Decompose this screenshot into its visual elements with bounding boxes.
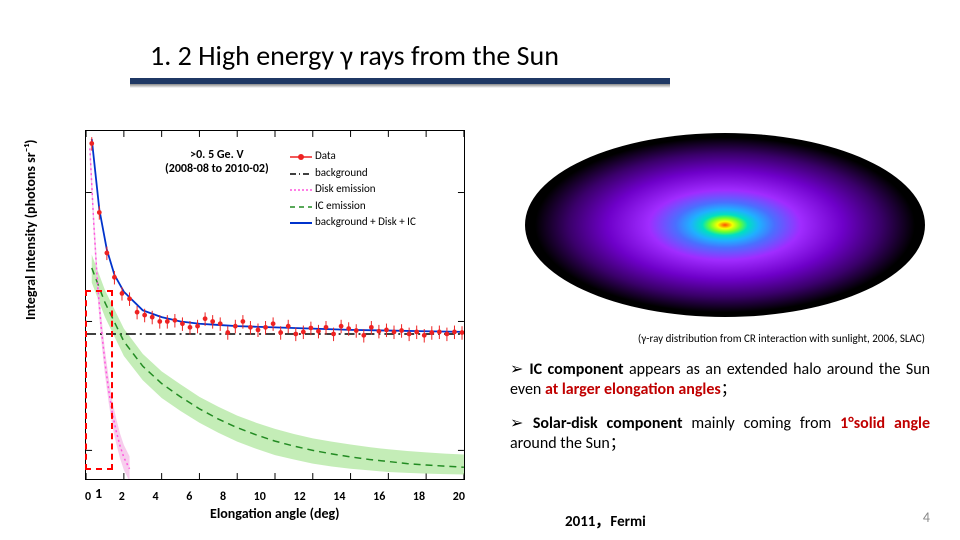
chart-panel: Integral Intensity (photons sr⁻¹) Elonga… bbox=[30, 120, 480, 520]
x-tick: 8 bbox=[220, 490, 226, 504]
x-tick: 0 bbox=[85, 490, 91, 504]
b1-post: ； bbox=[721, 380, 737, 399]
bullet-2: ➢ Solar-disk component mainly coming fro… bbox=[510, 414, 930, 454]
x-tick: 20 bbox=[453, 490, 465, 504]
title-underline bbox=[130, 78, 670, 84]
citation: 2011，Fermi bbox=[565, 510, 646, 531]
x-tick: 12 bbox=[293, 490, 305, 504]
sky-map bbox=[520, 130, 930, 320]
legend-item: background bbox=[290, 165, 416, 182]
highlight-box bbox=[85, 290, 113, 470]
x-tick: 2 bbox=[119, 490, 125, 504]
b2-mid: mainly coming from bbox=[683, 414, 841, 433]
y-axis-label: Integral Intensity (photons sr⁻¹) bbox=[22, 140, 39, 321]
x-tick: 18 bbox=[413, 490, 425, 504]
legend-item: IC emission bbox=[290, 198, 416, 215]
annot-line2: (2008-08 to 2010-02) bbox=[165, 162, 269, 176]
legend-item: Data bbox=[290, 148, 416, 165]
x-tick: 14 bbox=[333, 490, 345, 504]
x-axis-label: Elongation angle (deg) bbox=[210, 505, 340, 522]
chart-annotation: >0. 5 Ge. V (2008-08 to 2010-02) bbox=[165, 148, 269, 176]
annot-line1: >0. 5 Ge. V bbox=[190, 148, 243, 162]
bullet-1: ➢ IC component appears as an extended ha… bbox=[510, 360, 930, 400]
b2-post: around the Sun； bbox=[510, 434, 626, 453]
legend-item: Disk emission bbox=[290, 181, 416, 198]
bullet-marker-icon: ➢ bbox=[510, 414, 524, 434]
page-number: 4 bbox=[923, 509, 930, 526]
slide-title: 1. 2 High energy γ rays from the Sun bbox=[150, 38, 559, 73]
x-tick-labels: 0 2 4 6 8 10 12 14 16 18 20 bbox=[85, 490, 465, 504]
bullet-list: ➢ IC component appears as an extended ha… bbox=[510, 360, 930, 468]
b1-red: at larger elongation angles bbox=[545, 380, 721, 399]
b2-red: 1°solid angle bbox=[840, 414, 930, 433]
chart-legend: DatabackgroundDisk emissionIC emissionba… bbox=[290, 148, 416, 231]
legend-item: background + Disk + IC bbox=[290, 214, 416, 231]
b2-pre: Solar-disk component bbox=[533, 414, 683, 433]
sky-map-svg bbox=[520, 130, 930, 320]
sky-map-caption: (γ-ray distribution from CR interaction … bbox=[638, 332, 925, 345]
x-tick: 6 bbox=[186, 490, 192, 504]
x-tick: 16 bbox=[373, 490, 385, 504]
bullet-marker-icon: ➢ bbox=[510, 360, 524, 380]
b1-pre: IC component bbox=[529, 360, 623, 379]
x-tick: 4 bbox=[152, 490, 158, 504]
x-tick: 10 bbox=[254, 490, 266, 504]
